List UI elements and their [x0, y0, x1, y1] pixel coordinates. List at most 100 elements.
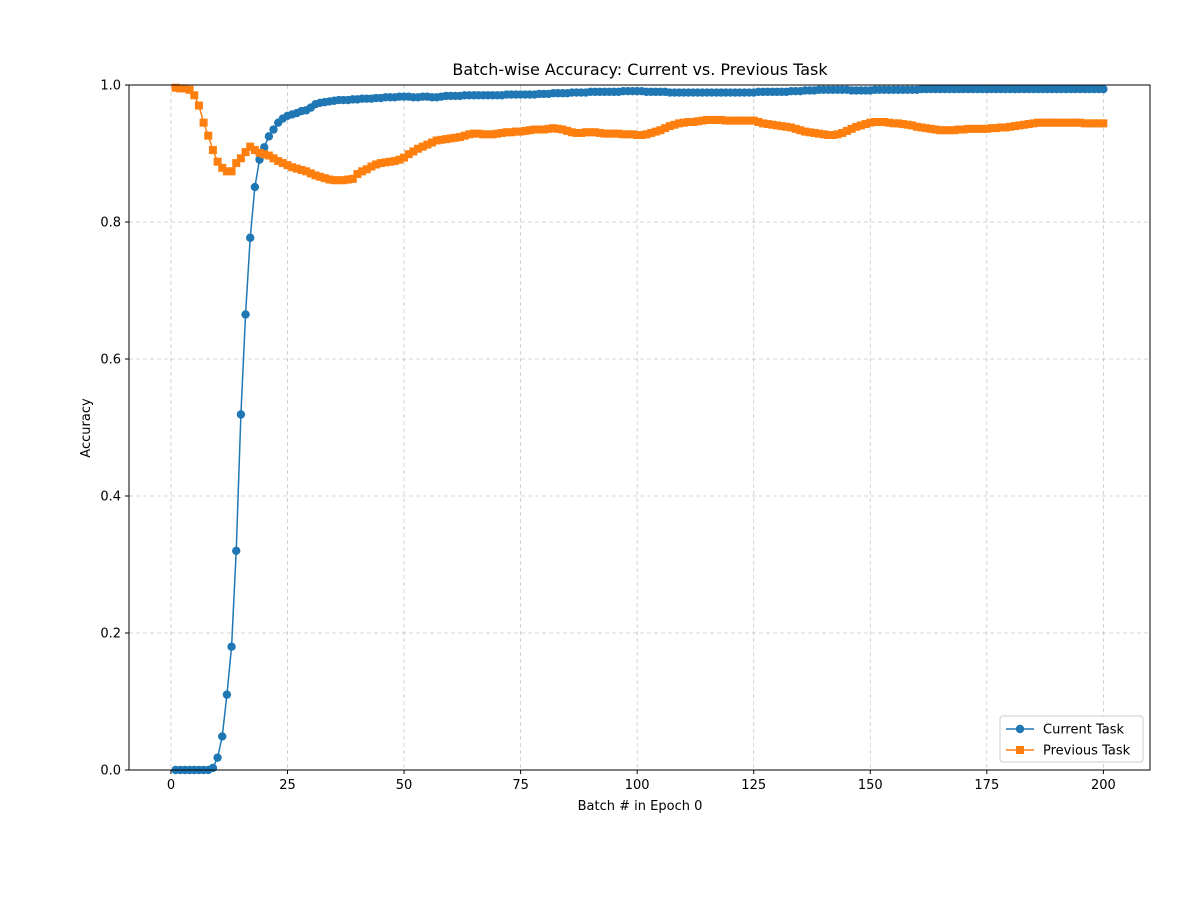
previous-task-point: [940, 126, 949, 135]
previous-task-point: [689, 117, 698, 126]
previous-task-point: [311, 171, 320, 180]
previous-task-point: [446, 134, 455, 143]
previous-task-point: [805, 128, 814, 137]
previous-task-point: [535, 125, 544, 134]
previous-task-point: [684, 117, 693, 126]
previous-task-point: [1080, 119, 1089, 128]
previous-task-point: [171, 83, 180, 92]
previous-task-point: [544, 124, 553, 133]
previous-task-point: [437, 135, 446, 144]
previous-task-point: [763, 120, 772, 129]
previous-task-point: [353, 170, 362, 179]
current-task-point: [246, 233, 255, 242]
previous-task-point: [432, 136, 441, 145]
previous-task-point: [339, 176, 348, 185]
previous-task-point: [819, 130, 828, 139]
previous-task-point: [880, 117, 889, 126]
previous-task-point: [884, 118, 893, 127]
previous-task-point: [194, 101, 203, 110]
previous-task-point: [222, 167, 231, 176]
previous-task-point: [870, 117, 879, 126]
previous-task-point: [516, 127, 525, 136]
previous-task-point: [185, 85, 194, 94]
previous-task-point: [693, 117, 702, 126]
current-task-point: [232, 546, 241, 555]
previous-task-point: [297, 165, 306, 174]
previous-task-point: [768, 120, 777, 129]
previous-task-point: [987, 124, 996, 133]
previous-task-point: [791, 124, 800, 133]
previous-task-point: [227, 167, 236, 176]
previous-task-point: [1010, 122, 1019, 131]
x-tick-label: 0: [167, 778, 175, 793]
previous-task-point: [679, 118, 688, 127]
previous-task-point: [414, 144, 423, 153]
previous-task-point: [567, 128, 576, 137]
y-tick-label: 0.0: [100, 764, 121, 779]
previous-task-point: [511, 127, 520, 136]
previous-task-point: [703, 115, 712, 124]
previous-task-point: [488, 130, 497, 139]
previous-task-point: [469, 129, 478, 138]
previous-task-point: [507, 128, 516, 137]
previous-task-point: [348, 174, 357, 183]
y-tick-label: 0.4: [100, 490, 121, 505]
previous-task-point: [465, 130, 474, 139]
previous-task-point: [754, 117, 763, 126]
previous-task-point: [269, 154, 278, 163]
previous-task-point: [698, 116, 707, 125]
current-task-point: [227, 642, 236, 651]
previous-task-point: [749, 116, 758, 125]
previous-task-point: [255, 148, 264, 157]
previous-task-point: [404, 150, 413, 159]
previous-task-point: [992, 124, 1001, 133]
previous-task-point: [483, 130, 492, 139]
previous-task-point: [1006, 122, 1015, 131]
y-tick-label: 0.2: [100, 627, 121, 642]
previous-task-point: [740, 116, 749, 125]
previous-task-point: [950, 126, 959, 135]
previous-task-point: [670, 120, 679, 129]
previous-task-point: [479, 130, 488, 139]
current-task-point: [241, 310, 250, 319]
current-task-point: [208, 763, 218, 773]
previous-task-point: [330, 176, 339, 185]
previous-task-point: [1029, 119, 1038, 128]
previous-task-point: [456, 133, 465, 142]
previous-task-point: [474, 129, 483, 138]
x-tick-label: 125: [741, 778, 766, 793]
previous-task-point: [651, 127, 660, 136]
previous-task-point: [213, 157, 222, 166]
previous-task-point: [460, 131, 469, 140]
previous-task-point: [306, 169, 315, 178]
previous-task-point: [246, 142, 255, 151]
legend-current-task-marker: [1015, 724, 1025, 734]
current-task-series: [171, 84, 1108, 775]
x-tick-label: 100: [625, 778, 650, 793]
previous-task-point: [539, 125, 548, 134]
previous-task-point: [376, 159, 385, 168]
previous-task-point: [661, 124, 670, 133]
y-tick-label: 0.8: [100, 216, 121, 231]
previous-task-point: [502, 128, 511, 137]
previous-task-point: [302, 167, 311, 176]
previous-task-point: [777, 122, 786, 131]
previous-task-point: [866, 118, 875, 127]
previous-task-point: [442, 135, 451, 144]
previous-task-point: [735, 116, 744, 125]
previous-task-point: [208, 146, 217, 155]
previous-task-point: [707, 115, 716, 124]
previous-task-point: [1071, 118, 1080, 127]
previous-task-point: [842, 126, 851, 135]
previous-task-point: [190, 91, 199, 100]
previous-task-point: [959, 125, 968, 134]
previous-task-point: [628, 130, 637, 139]
previous-task-point: [563, 126, 572, 135]
previous-task-point: [320, 174, 329, 183]
previous-task-point: [395, 155, 404, 164]
previous-task-point: [647, 128, 656, 137]
previous-task-point: [1043, 118, 1052, 127]
previous-task-point: [595, 128, 604, 137]
x-tick-label: 25: [279, 778, 296, 793]
previous-task-point: [982, 124, 991, 133]
